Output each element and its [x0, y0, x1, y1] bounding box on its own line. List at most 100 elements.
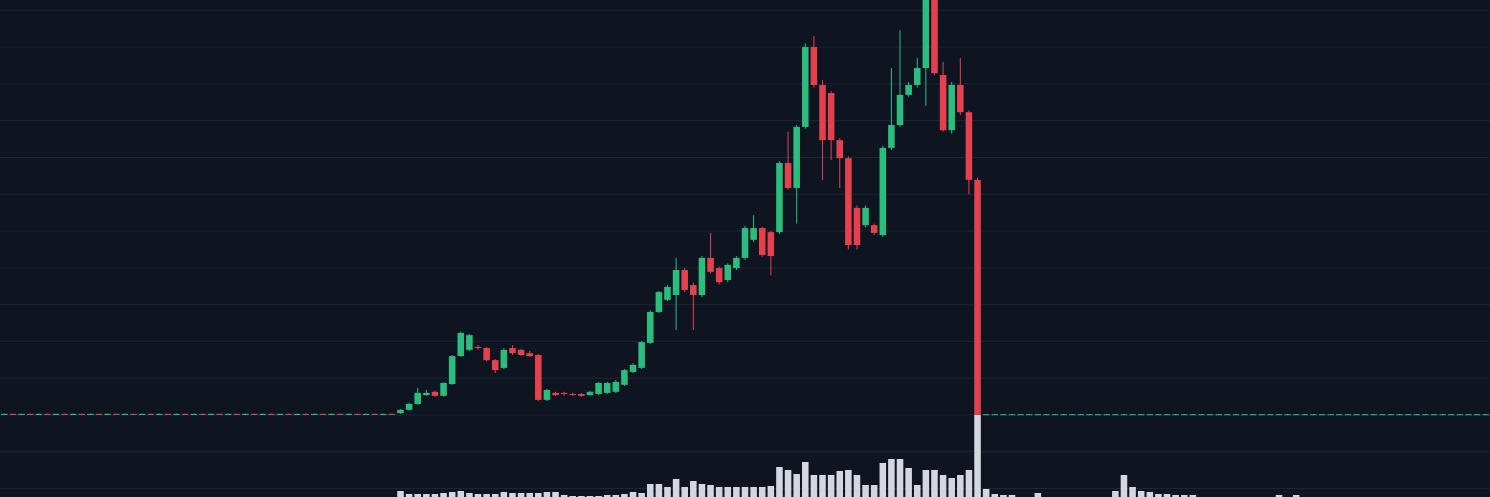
candle-body [483, 348, 490, 361]
candle-body [560, 392, 568, 394]
volume-bar [638, 492, 645, 497]
candle-body [1017, 414, 1024, 416]
candle-body [888, 125, 895, 148]
candle-body [328, 413, 335, 415]
candle-body [922, 0, 930, 69]
candle-body [939, 75, 947, 131]
candle-body [1198, 414, 1205, 416]
candle-body [164, 413, 172, 415]
volume-bar [1146, 491, 1154, 497]
volume-bar [931, 469, 938, 497]
candle-body [957, 84, 964, 113]
candle-body [500, 349, 508, 368]
candle-body [457, 332, 465, 357]
candle-body [707, 257, 714, 272]
candle-body [233, 413, 241, 415]
candle-body [879, 147, 887, 236]
volume-bar [578, 495, 585, 497]
candle-body [767, 232, 775, 257]
candle-body [1387, 414, 1395, 416]
candle-body [354, 413, 361, 415]
candle-body [1336, 414, 1343, 416]
candle-body [336, 413, 344, 415]
volume-bar [397, 490, 404, 497]
candle-body [1267, 414, 1274, 416]
candle-body [1189, 414, 1197, 416]
candle-body [776, 162, 783, 233]
candle-body [371, 413, 378, 415]
volume-bar [690, 480, 697, 497]
volume-bar [466, 492, 473, 497]
candle-body [199, 413, 206, 415]
candle-body [423, 392, 430, 396]
volume-bar [733, 486, 740, 497]
candle-body [1284, 414, 1291, 416]
volume-bar [758, 486, 766, 497]
volume-bar [922, 469, 930, 497]
candle-body [319, 413, 327, 415]
candle-body [586, 391, 594, 396]
candle-body [311, 413, 318, 415]
candle-body [259, 413, 266, 415]
candle-body [913, 68, 921, 85]
candle-body [448, 356, 456, 385]
candle-body [78, 413, 86, 415]
volume-bar [440, 492, 447, 497]
candle-body [991, 414, 999, 416]
candle-body [405, 403, 413, 410]
candle-body [733, 257, 740, 269]
candle-body [1172, 414, 1179, 416]
volume-bar [1189, 494, 1197, 497]
volume-bar [603, 494, 611, 497]
volume-bar [1034, 492, 1042, 497]
candle-body [362, 413, 370, 415]
candle-body [104, 413, 111, 415]
volume-bar [664, 486, 671, 497]
candle-body [595, 382, 602, 394]
volume-bar [862, 484, 869, 497]
candle-body [603, 382, 611, 393]
volume-bar [853, 474, 861, 497]
candle-body [1232, 414, 1240, 416]
volume-bar [612, 494, 620, 497]
candle-body [44, 413, 51, 415]
volume-bar [896, 458, 904, 497]
volume-bar [483, 493, 490, 497]
candle-body [1413, 414, 1421, 416]
candle-body [1215, 414, 1222, 416]
candle-body [61, 413, 68, 415]
volume-bar [500, 491, 508, 497]
candle-body [414, 392, 421, 404]
candle-body [698, 257, 706, 296]
volume-bar [1112, 490, 1119, 497]
volume-bar [621, 493, 628, 497]
volume-bar [1292, 494, 1300, 497]
candle-body [741, 228, 749, 258]
candle-body [130, 413, 137, 415]
candle-body [655, 292, 663, 312]
candle-body [474, 346, 482, 349]
candle-body [1482, 414, 1489, 416]
candle-body [1292, 414, 1300, 416]
candle-body [1465, 414, 1472, 416]
candle-body [276, 413, 284, 415]
volume-bar [965, 469, 973, 497]
volume-bar [802, 461, 809, 497]
volume-bar [991, 493, 999, 497]
candle-body [724, 264, 732, 280]
candle-body [397, 409, 404, 414]
candle-body [1370, 414, 1378, 416]
candle-body [784, 162, 792, 188]
volume-bar [913, 484, 921, 497]
volume-bar [939, 474, 947, 497]
candle-body [1327, 414, 1334, 416]
volume-bar [974, 414, 981, 497]
candle-body [1430, 414, 1438, 416]
candle-body [1008, 414, 1016, 416]
candle-body [1379, 414, 1386, 416]
candle-body [681, 270, 688, 290]
volume-bar [423, 493, 430, 497]
candle-body [827, 93, 835, 141]
candle-body [1077, 414, 1085, 416]
candle-body [1, 413, 8, 415]
